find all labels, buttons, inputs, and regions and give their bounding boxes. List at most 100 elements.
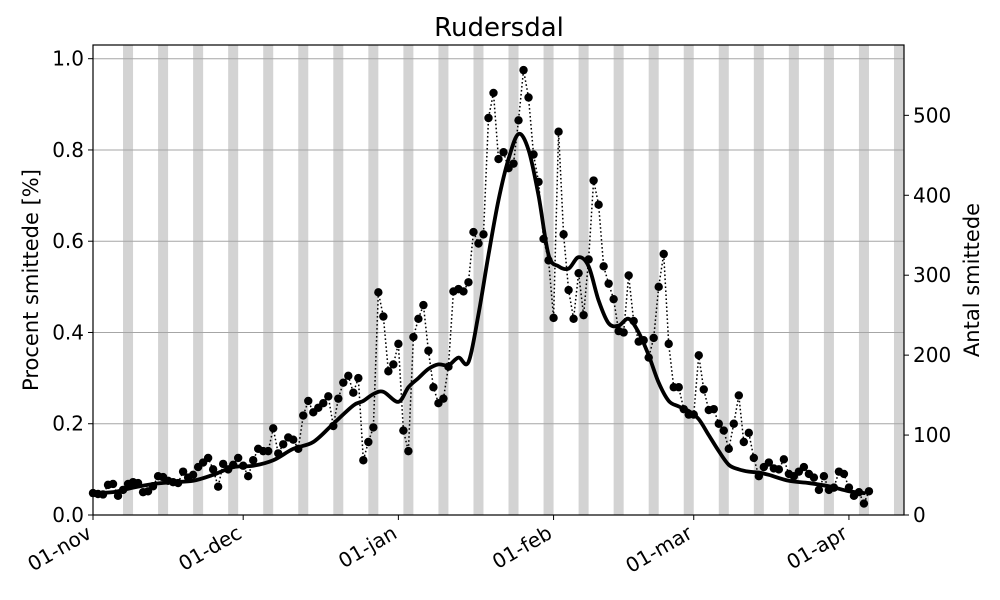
daily-point <box>569 314 578 323</box>
daily-point <box>749 453 759 463</box>
y-tick-label: 0.8 <box>52 138 84 162</box>
daily-point <box>524 93 533 102</box>
y-axis-right: 0 100 200 300 400 500 <box>904 103 951 527</box>
x-axis: 01-nov 01-dec 01-jan 01-feb 01-mar 01-apr <box>23 515 852 578</box>
y-tick-label: 0.2 <box>52 412 84 436</box>
daily-point <box>269 424 278 433</box>
daily-point <box>729 419 738 428</box>
daily-point <box>414 314 423 323</box>
daily-point <box>864 487 874 496</box>
daily-point <box>218 459 228 469</box>
daily-point <box>624 271 633 280</box>
daily-point <box>289 435 298 444</box>
daily-point <box>203 453 213 463</box>
weekend-band <box>683 45 694 515</box>
daily-point <box>739 437 748 447</box>
daily-point <box>349 388 358 397</box>
weekend-band <box>228 45 239 515</box>
daily-point <box>574 268 583 278</box>
daily-point <box>714 419 723 428</box>
daily-point <box>304 396 313 406</box>
daily-point <box>559 230 568 239</box>
weekend-bands <box>123 45 904 515</box>
y-tick-label: 0.4 <box>52 320 84 344</box>
daily-point <box>429 383 438 392</box>
daily-point <box>384 367 393 376</box>
daily-point <box>233 453 243 463</box>
daily-point <box>814 485 824 495</box>
daily-point <box>554 127 563 136</box>
daily-point <box>344 371 353 381</box>
daily-point <box>469 227 478 237</box>
daily-point <box>619 328 628 337</box>
daily-point <box>674 383 683 392</box>
daily-point <box>599 262 608 271</box>
daily-point <box>324 392 333 401</box>
daily-point <box>699 385 708 394</box>
x-tick-label: 01-apr <box>782 520 852 574</box>
daily-point <box>299 411 308 420</box>
weekend-band <box>368 45 379 515</box>
daily-point <box>339 378 348 387</box>
smoothed-series-line <box>91 131 866 495</box>
y2-tick-label: 100 <box>913 423 951 447</box>
daily-point <box>514 116 523 125</box>
daily-point <box>664 339 673 349</box>
daily-point <box>744 428 754 438</box>
weekend-band <box>193 45 204 515</box>
daily-point <box>564 285 573 295</box>
daily-point <box>359 456 368 465</box>
y2-tick-label: 0 <box>913 503 926 527</box>
daily-point <box>108 479 118 489</box>
daily-point <box>369 423 378 432</box>
daily-point <box>379 312 388 321</box>
series-group <box>88 65 874 508</box>
daily-point <box>479 230 488 239</box>
daily-point <box>799 462 809 472</box>
daily-point <box>819 472 829 481</box>
x-tick-label: 01-dec <box>174 521 245 576</box>
weekend-band <box>123 45 134 515</box>
daily-point <box>609 294 618 304</box>
weekend-band <box>333 45 344 515</box>
daily-point <box>549 313 558 323</box>
weekend-band <box>438 45 449 515</box>
daily-point <box>213 482 223 491</box>
daily-point <box>319 399 328 408</box>
weekend-band <box>473 45 484 515</box>
daily-point <box>764 458 774 467</box>
daily-point <box>364 437 373 447</box>
daily-point <box>519 65 528 75</box>
daily-point <box>474 239 483 248</box>
y-tick-label: 0.6 <box>52 229 84 253</box>
y-axis-label: Procent smittede [%] <box>19 169 43 391</box>
daily-point <box>489 88 498 98</box>
weekend-band <box>298 45 309 515</box>
daily-point <box>188 470 198 480</box>
daily-point <box>484 113 493 123</box>
weekend-band <box>788 45 799 515</box>
daily-point <box>399 426 408 435</box>
daily-point <box>719 426 728 435</box>
weekend-band <box>613 45 624 515</box>
weekend-band <box>893 45 904 515</box>
y2-tick-label: 200 <box>913 343 951 367</box>
daily-point <box>374 288 383 297</box>
daily-point <box>654 282 663 292</box>
daily-point <box>404 446 413 456</box>
daily-point <box>464 278 473 287</box>
daily-point <box>709 404 718 414</box>
daily-point <box>243 472 253 481</box>
weekend-band <box>263 45 274 515</box>
y-axis-left: 0.0 0.2 0.4 0.6 0.8 1.0 <box>52 47 93 527</box>
x-tick-label: 01-jan <box>334 521 401 573</box>
y2-tick-label: 500 <box>913 103 951 127</box>
daily-point <box>178 467 188 476</box>
weekend-band <box>858 45 869 515</box>
daily-point <box>499 148 508 157</box>
daily-point <box>659 249 668 259</box>
daily-point <box>724 444 733 454</box>
daily-point <box>494 154 503 164</box>
daily-point <box>389 360 398 369</box>
